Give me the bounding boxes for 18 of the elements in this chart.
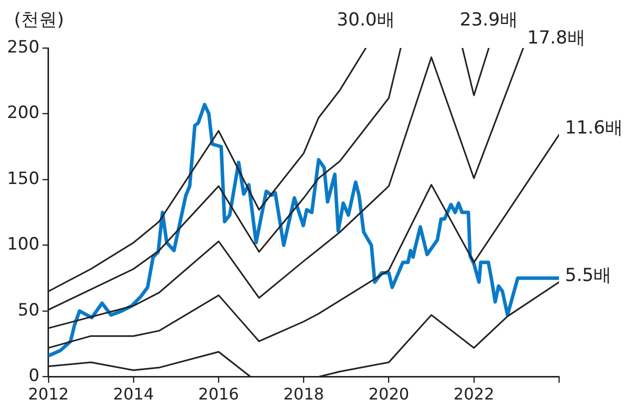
y-tick-label: 0 (28, 366, 40, 386)
y-tick-label: 150 (6, 168, 40, 189)
x-tick-label: 2018 (283, 384, 324, 404)
y-tick-label: 100 (6, 234, 40, 255)
series-label: 5.5배 (565, 264, 612, 286)
y-tick-label: 200 (6, 103, 40, 124)
x-tick-label: 2016 (198, 384, 239, 404)
x-tick-label: 2022 (454, 384, 494, 404)
x-tick-label: 2012 (28, 384, 69, 404)
series-label: 11.6배 (565, 117, 624, 138)
x-tick-label: 2020 (368, 384, 410, 404)
y-tick-label: 250 (6, 37, 40, 58)
series-label: 30.0배 (336, 10, 395, 31)
series-label: 17.8배 (527, 28, 586, 49)
series-label: 23.9배 (460, 10, 518, 31)
y-axis-title: (천원) (14, 10, 64, 31)
y-tick-label: 50 (18, 300, 40, 320)
x-tick-label: 2014 (113, 384, 154, 404)
